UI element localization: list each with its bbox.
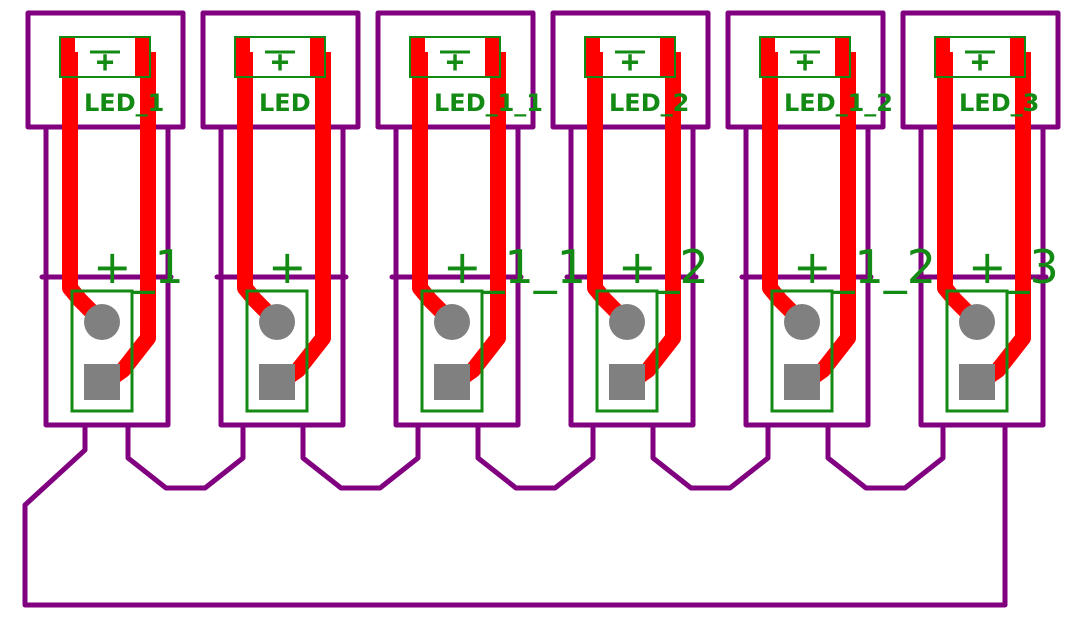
square-pad bbox=[259, 364, 295, 400]
led-housing-outline bbox=[25, 10, 186, 130]
pad-layer bbox=[70, 289, 1009, 413]
led-footprint-outline bbox=[584, 36, 676, 78]
led-label-led-1-1: LED_1_1 bbox=[434, 89, 543, 117]
led-housing-outline bbox=[200, 10, 361, 130]
led-label-led-1: LED_1 bbox=[84, 89, 164, 117]
silkscreen-layer: + LED_1 +_1 + LED + + LED_1_1 +_1_1 + LED_2 +_2 + LED… bbox=[59, 36, 1059, 294]
led-footprint-outline bbox=[934, 36, 1026, 78]
module-link-4 bbox=[650, 422, 771, 491]
module-link-2 bbox=[300, 422, 421, 491]
pad-label-led-3: +_3 bbox=[968, 240, 1059, 294]
pad-footprint-outline bbox=[70, 289, 134, 413]
led-label-led-3: LED_3 bbox=[959, 89, 1039, 117]
round-pad bbox=[609, 304, 645, 340]
led-footprint-led-1: + bbox=[59, 36, 151, 80]
round-pad bbox=[259, 304, 295, 340]
led-footprint-led-3: + bbox=[934, 36, 1026, 80]
led-footprint-led: + bbox=[234, 36, 326, 80]
square-pad bbox=[434, 364, 470, 400]
round-pad bbox=[959, 304, 995, 340]
led-footprint-outline bbox=[759, 36, 851, 78]
module-link-5 bbox=[825, 422, 946, 491]
round-pad bbox=[434, 304, 470, 340]
pad-footprint-led-2 bbox=[595, 289, 659, 413]
led-housing-outline bbox=[375, 10, 536, 130]
pad-label-led-1-2: +_1_2 bbox=[793, 240, 936, 294]
pad-footprint-led-1-1 bbox=[420, 289, 484, 413]
led-housing-outline bbox=[550, 10, 711, 130]
pad-footprint-outline bbox=[945, 289, 1009, 413]
pad-footprint-outline bbox=[770, 289, 834, 413]
led-footprint-led-1-2: + bbox=[759, 36, 851, 80]
square-pad bbox=[84, 364, 120, 400]
led-housing-outline bbox=[725, 10, 886, 130]
square-pad bbox=[609, 364, 645, 400]
pad-footprint-outline bbox=[595, 289, 659, 413]
pad-label-led-1: +_1 bbox=[93, 240, 184, 294]
pad-label-led-2: +_2 bbox=[618, 240, 709, 294]
led-footprint-led-2: + bbox=[584, 36, 676, 80]
led-footprint-outline bbox=[409, 36, 501, 78]
pad-footprint-led-3 bbox=[945, 289, 1009, 413]
led-polarity-symbol: + bbox=[621, 45, 639, 80]
square-pad bbox=[784, 364, 820, 400]
led-housing-outline bbox=[900, 10, 1061, 130]
led-label-led: LED bbox=[259, 89, 311, 117]
return-loop-wire bbox=[22, 422, 1008, 608]
led-polarity-symbol: + bbox=[271, 45, 289, 80]
pad-footprint-outline bbox=[420, 289, 484, 413]
led-label-led-1-2: LED_1_2 bbox=[784, 89, 893, 117]
pad-footprint-led bbox=[245, 289, 309, 413]
pad-footprint-led-1-2 bbox=[770, 289, 834, 413]
pad-label-led: + bbox=[268, 240, 307, 294]
pad-footprint-outline bbox=[245, 289, 309, 413]
module-link-1 bbox=[125, 422, 246, 491]
led-polarity-symbol: + bbox=[446, 45, 464, 80]
round-pad bbox=[784, 304, 820, 340]
round-pad bbox=[84, 304, 120, 340]
led-polarity-symbol: + bbox=[796, 45, 814, 80]
pad-footprint-led-1 bbox=[70, 289, 134, 413]
module-link-3 bbox=[475, 422, 596, 491]
led-footprint-outline bbox=[59, 36, 151, 78]
led-polarity-symbol: + bbox=[971, 45, 989, 80]
led-footprint-led-1-1: + bbox=[409, 36, 501, 80]
interconnect-wires bbox=[22, 422, 1008, 608]
led-label-led-2: LED_2 bbox=[609, 89, 689, 117]
led-polarity-symbol: + bbox=[96, 45, 114, 80]
square-pad bbox=[959, 364, 995, 400]
led-footprint-outline bbox=[234, 36, 326, 78]
pad-label-led-1-1: +_1_1 bbox=[443, 240, 586, 294]
